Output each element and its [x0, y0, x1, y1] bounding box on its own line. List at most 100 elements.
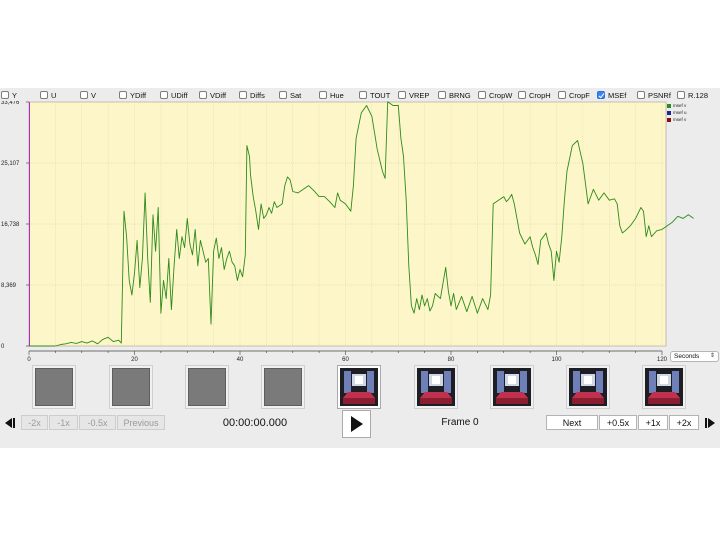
filter-r128-checkbox[interactable]: R.128: [677, 90, 708, 100]
checkbox-box[interactable]: [80, 91, 88, 99]
checkbox-box[interactable]: [558, 91, 566, 99]
filter-label: VREP: [409, 90, 430, 100]
y-tick-label: 33,476: [1, 101, 20, 106]
speed-minus-2x-button[interactable]: -2x: [21, 415, 48, 430]
thumbnail-placeholder[interactable]: [261, 365, 305, 409]
legend-label: msef v: [673, 117, 687, 122]
filter-label: U: [51, 90, 57, 100]
filter-tout-checkbox[interactable]: TOUT: [359, 90, 390, 100]
x-tick-label: 100: [551, 357, 562, 363]
filter-udiff-checkbox[interactable]: UDiff: [160, 90, 188, 100]
frame-thumbnail[interactable]: [490, 365, 534, 409]
frame-thumbnail[interactable]: [337, 365, 381, 409]
filter-label: Y: [12, 90, 18, 100]
checkbox-box[interactable]: [637, 91, 645, 99]
frame-thumbnail[interactable]: [566, 365, 610, 409]
legend-swatch: [667, 110, 671, 115]
filter-vdiff-checkbox[interactable]: VDiff: [199, 90, 226, 100]
filter-label: Diffs: [250, 90, 265, 100]
checkbox-box[interactable]: [199, 91, 207, 99]
filter-label: MSEf: [608, 90, 627, 100]
speed-minus-1x-button[interactable]: -1x: [49, 415, 78, 430]
speed-plus-05x-button[interactable]: +0.5x: [599, 415, 637, 430]
filter-cropw-checkbox[interactable]: CropW: [478, 90, 512, 100]
updown-chevron-icon: ⇕: [709, 353, 715, 359]
speed-plus-1x-button[interactable]: +1x: [638, 415, 668, 430]
filter-sat-checkbox[interactable]: Sat: [279, 90, 301, 100]
play-icon: [350, 416, 363, 432]
filter-y-checkbox[interactable]: Y: [1, 90, 17, 100]
filter-vrep-checkbox[interactable]: VREP: [398, 90, 429, 100]
time-units-select[interactable]: Seconds ⇕: [670, 351, 719, 362]
previous-button[interactable]: Previous: [117, 415, 165, 430]
thumbnail-image: [493, 368, 531, 406]
filter-ydiff-checkbox[interactable]: YDiff: [119, 90, 146, 100]
filter-label: YDiff: [130, 90, 147, 100]
checkbox-box[interactable]: [160, 91, 168, 99]
filter-label: UDiff: [171, 90, 188, 100]
play-button[interactable]: [342, 410, 371, 438]
filter-psnrf-checkbox[interactable]: PSNRf: [637, 90, 671, 100]
legend-label: msef u: [673, 110, 687, 115]
x-tick-label: 0: [27, 357, 31, 363]
thumbnail-image: [569, 368, 607, 406]
legend-swatch: [667, 103, 671, 108]
checkbox-box[interactable]: [119, 91, 127, 99]
next-button[interactable]: Next: [546, 415, 598, 430]
filter-label: CropH: [529, 90, 551, 100]
filter-diffs-checkbox[interactable]: Diffs: [239, 90, 265, 100]
frame-thumbnail[interactable]: [414, 365, 458, 409]
filter-u-checkbox[interactable]: U: [40, 90, 56, 100]
time-units-value: Seconds: [674, 353, 700, 360]
legend-item: msef v: [667, 116, 697, 123]
checkbox-box[interactable]: [398, 91, 406, 99]
checkbox-box[interactable]: [438, 91, 446, 99]
y-tick-label: 16,738: [1, 222, 20, 228]
filter-hue-checkbox[interactable]: Hue: [319, 90, 344, 100]
checkbox-box[interactable]: [1, 91, 9, 99]
filter-label: VDiff: [210, 90, 227, 100]
skip-back-icon[interactable]: [1, 415, 19, 430]
thumbnail-blank: [188, 368, 226, 406]
filter-cropf-checkbox[interactable]: CropF: [558, 90, 590, 100]
skip-forward-icon[interactable]: [701, 415, 719, 430]
speed-minus-05x-button[interactable]: -0.5x: [79, 415, 116, 430]
graph-legend: msef v msef u msef v: [667, 102, 697, 123]
checkbox-box[interactable]: [40, 91, 48, 99]
thumbnail-placeholder[interactable]: [32, 365, 76, 409]
legend-swatch: [667, 117, 671, 122]
thumbnail-blank: [264, 368, 302, 406]
thumbnail-image: [645, 368, 683, 406]
filter-label: TOUT: [370, 90, 391, 100]
msef-graph[interactable]: 33,476 25,107 16,738 8,369 0 0 20 40 60 80 100 120: [0, 101, 720, 363]
legend-item: msef u: [667, 109, 697, 116]
checkbox-box[interactable]: [319, 91, 327, 99]
frame-number: Frame 0: [441, 417, 479, 428]
checkbox-box[interactable]: [478, 91, 486, 99]
filter-brng-checkbox[interactable]: BRNG: [438, 90, 471, 100]
checkbox-box[interactable]: [239, 91, 247, 99]
y-tick-label: 25,107: [1, 161, 20, 167]
filter-label: V: [91, 90, 97, 100]
filter-msef-checkbox[interactable]: MSEf: [597, 90, 626, 100]
x-tick-label: 40: [237, 357, 244, 363]
checkbox-box[interactable]: [518, 91, 526, 99]
legend-label: msef v: [673, 103, 687, 108]
filter-croph-checkbox[interactable]: CropH: [518, 90, 551, 100]
thumbnail-placeholder[interactable]: [185, 365, 229, 409]
filter-v-checkbox[interactable]: V: [80, 90, 96, 100]
series-line-msef-v: [55, 101, 694, 347]
thumbnail-placeholder[interactable]: [109, 365, 153, 409]
speed-plus-2x-button[interactable]: +2x: [669, 415, 699, 430]
checkbox-box[interactable]: [677, 91, 685, 99]
frame-thumbnail[interactable]: [642, 365, 686, 409]
y-tick-label: 8,369: [1, 283, 17, 289]
filter-label: Sat: [290, 90, 302, 100]
filter-label: CropF: [569, 90, 590, 100]
filter-label: BRNG: [449, 90, 471, 100]
filter-label: Hue: [330, 90, 344, 100]
thumbnail-image: [417, 368, 455, 406]
checkbox-box[interactable]: [359, 91, 367, 99]
checkbox-box[interactable]: [279, 91, 287, 99]
checkbox-box[interactable]: [597, 91, 605, 99]
